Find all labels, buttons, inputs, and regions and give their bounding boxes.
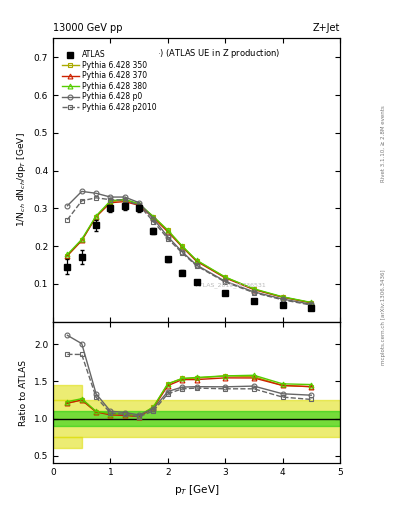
Y-axis label: Ratio to ATLAS: Ratio to ATLAS — [19, 359, 28, 425]
Text: ATLAS_2019_I1736531: ATLAS_2019_I1736531 — [196, 282, 266, 288]
X-axis label: p$_T$ [GeV]: p$_T$ [GeV] — [174, 483, 219, 497]
Text: 13000 GeV pp: 13000 GeV pp — [53, 23, 123, 33]
Text: mcplots.cern.ch [arXiv:1306.3436]: mcplots.cern.ch [arXiv:1306.3436] — [381, 270, 386, 365]
Text: Z+Jet: Z+Jet — [312, 23, 340, 33]
Text: Rivet 3.1.10, ≥ 2.8M events: Rivet 3.1.10, ≥ 2.8M events — [381, 105, 386, 182]
Text: Scalar Σ(p$_T$) (ATLAS UE in Z production): Scalar Σ(p$_T$) (ATLAS UE in Z productio… — [113, 47, 280, 60]
Legend: ATLAS, Pythia 6.428 350, Pythia 6.428 370, Pythia 6.428 380, Pythia 6.428 p0, Py: ATLAS, Pythia 6.428 350, Pythia 6.428 37… — [60, 48, 159, 114]
Y-axis label: 1/N$_{ch}$ dN$_{ch}$/dp$_T$ [GeV]: 1/N$_{ch}$ dN$_{ch}$/dp$_T$ [GeV] — [15, 133, 28, 227]
